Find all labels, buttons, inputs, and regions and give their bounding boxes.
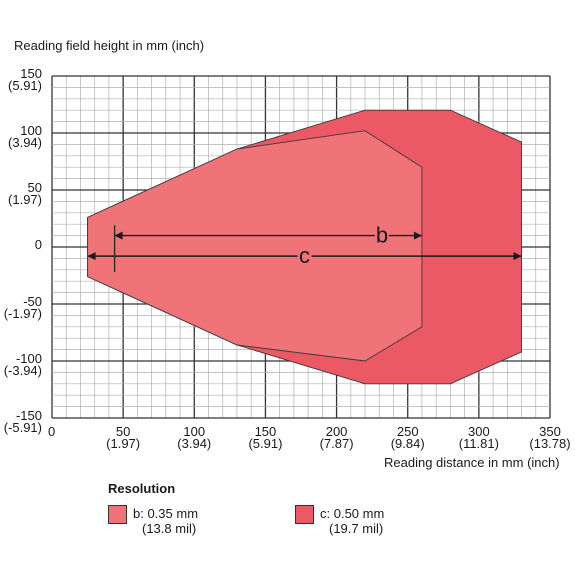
- y-tick-label: -150: [16, 408, 42, 423]
- y-tick-label: 0: [35, 237, 42, 252]
- y-tick-label: 100: [20, 123, 42, 138]
- legend-label-b: b: 0.35 mm: [133, 506, 199, 521]
- legend-swatch-b: [108, 505, 127, 524]
- arrow-b-start: [114, 231, 123, 240]
- arrow-c-start: [87, 252, 96, 261]
- y-tick-label: -100: [16, 351, 42, 366]
- x-axis-label: Reading distance in mm (inch): [384, 455, 560, 470]
- y-tick-sublabel: (1.97): [8, 192, 42, 207]
- x-tick-sublabel: (13.78): [529, 436, 570, 451]
- range-label-b: b: [376, 223, 388, 248]
- x-tick-label: 0: [48, 424, 55, 439]
- y-tick-sublabel: (3.94): [8, 135, 42, 150]
- y-tick-label: -50: [23, 294, 42, 309]
- legend-swatch-c: [295, 505, 314, 524]
- arrow-c-end: [513, 252, 522, 261]
- reading-field-areas: [87, 109, 522, 385]
- x-tick-sublabel: (3.94): [177, 436, 211, 451]
- x-tick-sublabel: (5.91): [248, 436, 282, 451]
- x-tick-labels: 0 50(1.97)100(3.94)150(5.91)200(7.87)250(…: [48, 424, 571, 451]
- x-tick-sublabel: (9.84): [391, 436, 425, 451]
- y-tick-sublabel: (-5.91): [4, 420, 42, 435]
- arrow-b-end: [413, 231, 422, 240]
- range-label-c: c: [299, 243, 310, 268]
- x-tick-label: 250: [397, 424, 419, 439]
- legend-title: Resolution: [108, 481, 176, 496]
- y-tick-sublabel: (5.91): [8, 78, 42, 93]
- legend-label-c: c: 0.50 mm: [320, 506, 385, 521]
- legend-sub-b: (13.8 mil): [142, 521, 197, 536]
- x-tick-sublabel: (1.97): [106, 436, 140, 451]
- y-tick-label: 150: [20, 66, 42, 81]
- x-tick-label: 300: [468, 424, 490, 439]
- range-lines: cb: [87, 223, 522, 268]
- legend: Resolution b: 0.35 mm (13.8 mil) c: 0.50…: [108, 481, 548, 541]
- y-tick-sublabel: (-3.94): [4, 363, 42, 378]
- y-tick-sublabel: (-1.97): [4, 306, 42, 321]
- x-tick-label: 100: [183, 424, 205, 439]
- x-tick-sublabel: (11.81): [459, 436, 499, 451]
- area-b: [87, 130, 423, 362]
- y-tick-labels: 150(5.91) 100(3.94) 50(1.97) 0 -50(-1.97) -10…: [4, 66, 42, 435]
- x-tick-sublabel: (7.87): [320, 436, 354, 451]
- y-axis-label: Reading field height in mm (inch): [14, 38, 204, 53]
- x-tick-label: 350: [539, 424, 561, 439]
- x-tick-label: 150: [255, 424, 277, 439]
- y-tick-label: 50: [28, 180, 42, 195]
- x-tick-label: 200: [326, 424, 348, 439]
- x-tick-label: 50: [116, 424, 130, 439]
- legend-sub-c: (19.7 mil): [329, 521, 384, 536]
